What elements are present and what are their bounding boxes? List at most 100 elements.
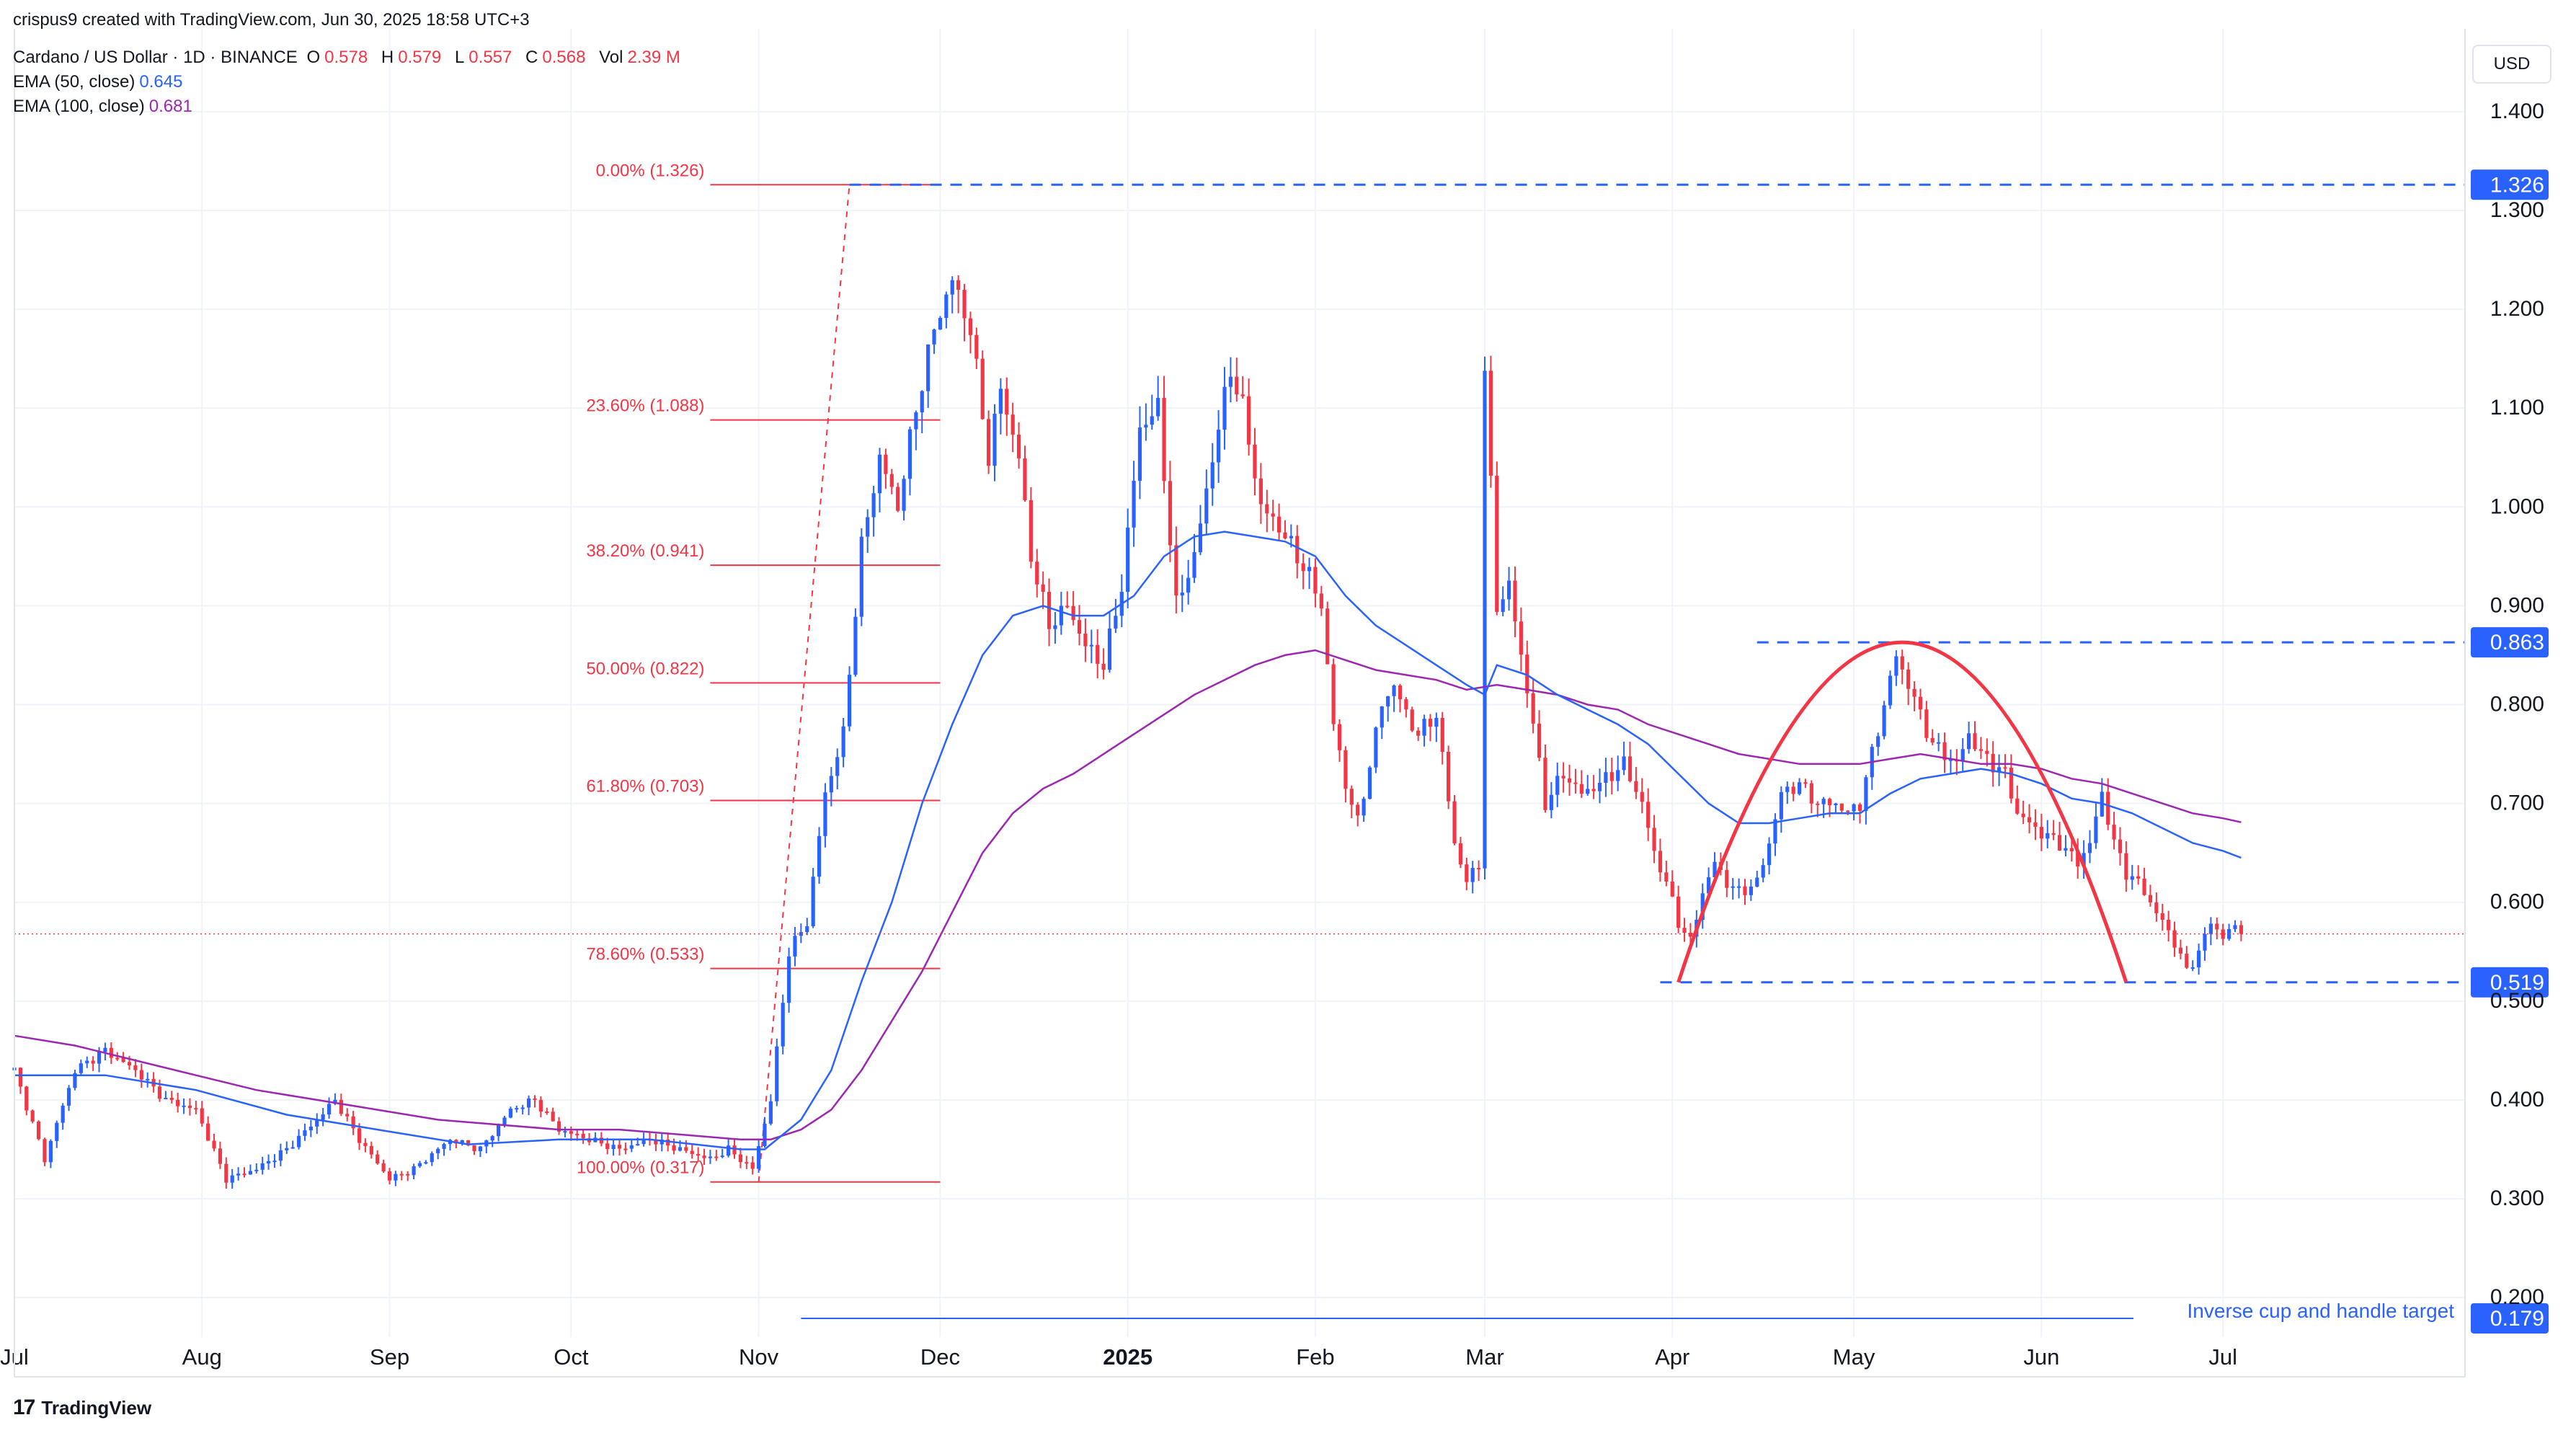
candle-body [727, 1145, 731, 1156]
candle-body [1773, 819, 1777, 844]
candle-body [2233, 925, 2237, 929]
candle-body [2106, 791, 2110, 825]
candle-body [768, 1101, 773, 1124]
y-tick-label: 0.500 [2490, 989, 2544, 1013]
candle-body [308, 1126, 313, 1131]
candle-body [1597, 782, 1602, 791]
candle-body [424, 1162, 428, 1164]
candle-body [1059, 605, 1063, 626]
tradingview-brand[interactable]: 17 TradingView [13, 1396, 151, 1420]
candle-body [932, 329, 936, 345]
y-tick-label: 0.900 [2490, 593, 2544, 617]
candle-body [866, 517, 870, 537]
currency-selector[interactable]: USD [2472, 45, 2551, 84]
candle-body [1198, 523, 1203, 553]
candle-body [1882, 705, 1886, 737]
candle-body [696, 1153, 701, 1156]
candle-body [497, 1124, 501, 1137]
candle-body [805, 926, 809, 933]
y-tick-label: 1.000 [2490, 494, 2544, 518]
fibonacci-retracement[interactable]: 0.00% (1.326) 23.60% (1.088) 38.20% (0.941… [577, 161, 941, 1183]
candle-body [617, 1145, 622, 1149]
candle-body [2197, 950, 2201, 967]
candle-body [254, 1169, 259, 1171]
horizontal-levels[interactable]: 1.326 0.863 0.519 Inverse cup and handle ta… [801, 169, 2549, 1334]
candle-body [278, 1150, 283, 1161]
ema50-legend[interactable]: EMA (50, close) 0.645 [13, 72, 183, 92]
candle-body [1809, 783, 1813, 804]
candle-body [1077, 620, 1082, 634]
candle-body [2172, 930, 2177, 948]
y-tick-label: 0.400 [2490, 1088, 2544, 1112]
candle-body [2215, 923, 2219, 930]
candle-body [1634, 781, 1638, 792]
candle-body [1016, 435, 1021, 458]
tradingview-logo-icon: 17 [13, 1396, 35, 1419]
candle-body [1942, 742, 1947, 760]
candle-body [980, 358, 985, 420]
candle-body [636, 1144, 640, 1146]
candle-body [1864, 777, 1868, 811]
inverse-cup-arc[interactable] [1676, 640, 2128, 983]
candle-body [708, 1156, 713, 1158]
candle-body [1483, 371, 1487, 869]
candle-body [1761, 865, 1765, 878]
candle-body [1337, 724, 1342, 750]
candle-body [1700, 893, 1705, 920]
y-tick-label: 0.800 [2490, 693, 2544, 716]
candle-body [478, 1146, 483, 1152]
candle-body [1591, 789, 1596, 791]
candle-body [1531, 693, 1535, 724]
candle-body [157, 1086, 162, 1099]
candle-body [285, 1148, 289, 1150]
x-tick-label: 2025 [1103, 1344, 1152, 1370]
candle-body [1846, 810, 1850, 812]
candle-body [48, 1140, 53, 1163]
candle-body [1973, 733, 1977, 750]
candle-body [321, 1114, 325, 1120]
candle-body [1325, 608, 1330, 665]
candle-body [1857, 804, 1862, 811]
target-tag-label: 0.179 [2490, 1307, 2544, 1331]
candle-body [490, 1136, 494, 1141]
candle-body [859, 536, 863, 617]
symbol-legend[interactable]: Cardano / US Dollar · 1D · BINANCE O 0.57… [13, 48, 689, 68]
candle-body [242, 1174, 247, 1176]
candle-body [472, 1145, 476, 1152]
brand-label: TradingView [41, 1396, 152, 1419]
candle-body [1658, 851, 1663, 873]
level-tag-bg [2471, 967, 2549, 998]
candle-body [1065, 605, 1070, 608]
candle-body [103, 1047, 107, 1052]
candle-body [1156, 397, 1160, 417]
fib-trend-line [758, 185, 850, 1182]
candle-body [218, 1148, 223, 1164]
candle-body [641, 1139, 646, 1145]
candle-body [1852, 804, 1856, 812]
x-tick-label: Jul [2208, 1344, 2237, 1370]
x-tick-label: Feb [1296, 1344, 1334, 1370]
candle-body [720, 1155, 724, 1158]
candle-body [1488, 371, 1493, 476]
candle-body [1816, 803, 1820, 805]
candle-body [738, 1154, 743, 1163]
candle-body [109, 1047, 113, 1058]
ema100-legend[interactable]: EMA (100, close) 0.681 [13, 97, 192, 116]
candle-body [556, 1121, 561, 1132]
candle-body [260, 1163, 265, 1170]
candle-body [659, 1139, 664, 1145]
candle-body [974, 334, 979, 359]
candle-body [363, 1143, 368, 1146]
candle-body [1398, 685, 1403, 700]
candle-body [1096, 644, 1100, 664]
candle-body [1053, 625, 1057, 629]
candle-body [1537, 723, 1542, 758]
candle-body [1144, 425, 1148, 428]
candle-body [672, 1145, 676, 1151]
axes[interactable]: 0.200 0.300 0.400 0.500 0.600 0.700 0.800 0.900… [0, 29, 2544, 1377]
candle-body [1555, 776, 1560, 795]
candle-body [1107, 628, 1112, 670]
chart-credit: crispus9 created with TradingView.com, J… [13, 10, 530, 30]
candle-body [817, 835, 822, 877]
